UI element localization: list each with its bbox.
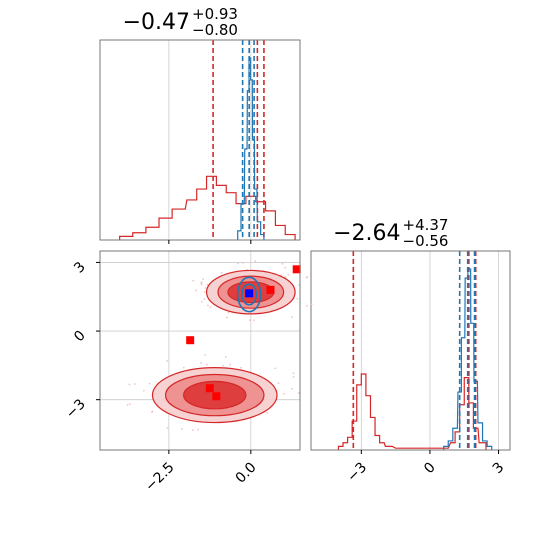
sample-point (200, 300, 203, 303)
joint-panel (100, 251, 313, 450)
sample-point (166, 360, 169, 362)
histogram-panel-3: −2.64 +4.37−0.56 (333, 216, 499, 450)
sample-point (281, 262, 284, 265)
panel-title-sub: −0.56 (403, 232, 449, 250)
red-marker (266, 285, 275, 294)
red-marker (186, 336, 195, 345)
y-tick-label: 0 (71, 328, 89, 346)
sample-point (203, 298, 206, 301)
panel-title-sub: −0.80 (192, 21, 238, 39)
sample-point (253, 319, 255, 322)
sample-point (310, 303, 313, 306)
sample-point (227, 311, 230, 314)
panel-title-sup: +4.37 (403, 216, 449, 234)
sample-point (306, 276, 309, 278)
sample-point (292, 375, 295, 378)
panel-title: −0.47 (123, 10, 190, 35)
sample-point (148, 382, 151, 385)
sample-point (200, 362, 202, 364)
sample-point (166, 427, 169, 429)
sample-point (200, 283, 203, 286)
blue-contour-level-1 (236, 276, 262, 313)
sample-point (240, 366, 242, 369)
histogram-panel-1-frame (99, 39, 301, 241)
sample-point (151, 411, 153, 413)
histogram-panel-1: −0.47 +0.93−0.80 (119, 5, 296, 240)
sample-point (181, 428, 183, 430)
sample-point (197, 428, 200, 431)
y-tick-label: −3 (63, 396, 89, 422)
sample-point (254, 260, 257, 263)
sample-point (129, 403, 131, 405)
sample-point (126, 404, 129, 406)
sample-point (284, 266, 287, 269)
sample-point (209, 306, 212, 309)
red-marker (212, 392, 221, 401)
sample-point (142, 389, 145, 392)
sample-point (225, 316, 228, 319)
sample-point (203, 291, 206, 293)
histogram-panel-3-frame (310, 250, 511, 451)
histogram-series-1 (443, 268, 493, 450)
sample-point (206, 304, 209, 307)
red-marker (205, 384, 214, 393)
sample-point (236, 262, 239, 265)
histogram-series-0 (337, 373, 487, 450)
sample-point (229, 363, 232, 366)
sample-point (191, 429, 194, 431)
sample-point (134, 383, 136, 385)
sample-point (224, 356, 227, 358)
sample-point (206, 363, 208, 366)
sample-point (277, 382, 280, 385)
sample-point (306, 304, 308, 307)
x-tick-label: −3 (344, 460, 370, 486)
sample-point (291, 316, 293, 319)
sample-point (200, 281, 203, 284)
sample-point (274, 367, 277, 370)
sample-point (283, 392, 286, 395)
sample-point (204, 353, 207, 356)
x-tick-label: 3 (490, 460, 508, 478)
joint-panel-frame (99, 250, 301, 451)
sample-point (204, 287, 207, 289)
blue-contour-level-2 (241, 283, 258, 306)
sample-point (287, 273, 290, 276)
panel-title-sup: +0.93 (192, 5, 238, 23)
sample-point (206, 283, 209, 286)
sample-point (292, 372, 295, 375)
histogram-series-0 (119, 175, 296, 240)
panel-title: −2.64 (333, 221, 400, 246)
sample-point (192, 279, 195, 282)
sample-point (266, 411, 269, 414)
sample-point (248, 319, 251, 321)
sample-point (195, 289, 198, 292)
x-tick-label: 0 (421, 460, 439, 478)
red-marker (292, 265, 301, 274)
sample-point (296, 297, 299, 300)
sample-point (298, 392, 300, 395)
x-tick-label: 0.0 (233, 460, 260, 487)
sample-point (182, 366, 185, 369)
sample-point (284, 276, 287, 278)
sample-point (222, 364, 224, 367)
sample-point (220, 271, 223, 274)
sample-point (291, 387, 293, 390)
sample-point (202, 278, 205, 281)
y-tick-label: 3 (71, 259, 89, 277)
sample-point (242, 261, 245, 264)
blue-marker (245, 289, 254, 298)
x-tick-label: −2.5 (142, 460, 177, 495)
sample-point (128, 383, 131, 386)
